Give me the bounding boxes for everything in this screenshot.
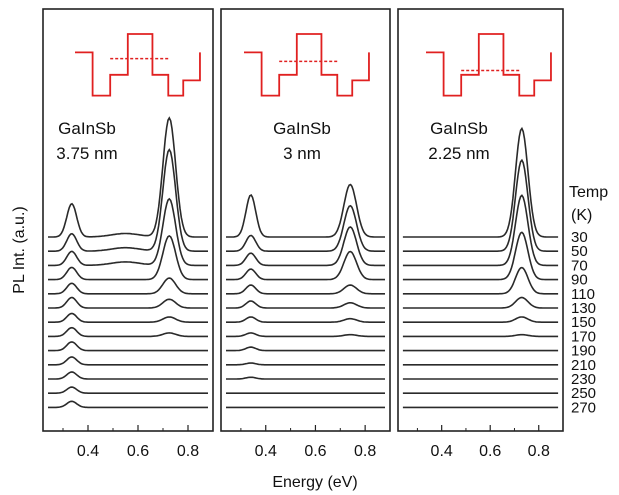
temperature-label: 270 xyxy=(571,399,596,416)
spectrum-130K xyxy=(48,296,208,309)
panel-thickness-label: 3 nm xyxy=(283,144,321,163)
band-edge-line xyxy=(75,33,201,97)
y-axis-label: PL Int. (a.u.) xyxy=(11,206,28,293)
x-tick-label: 0.4 xyxy=(255,443,277,460)
spectrum-170K xyxy=(402,333,559,338)
spectrum-170K xyxy=(48,326,208,338)
spectrum-250K xyxy=(48,386,208,394)
x-tick-label: 0.6 xyxy=(479,443,501,460)
spectrum-110K xyxy=(226,284,385,295)
panel-frame xyxy=(42,8,214,432)
x-tick-label: 0.8 xyxy=(177,443,199,460)
band-edge-line xyxy=(244,33,370,97)
temperature-label: 190 xyxy=(571,343,596,360)
panel-material-label: GaInSb xyxy=(58,119,116,138)
spectrum-30K xyxy=(226,183,385,238)
spectrum-50K xyxy=(48,148,208,252)
spectrum-70K xyxy=(48,197,208,267)
spectrum-130K xyxy=(226,300,385,309)
spectrum-270K xyxy=(48,400,208,409)
x-tick-label: 0.6 xyxy=(304,443,326,460)
temperature-label: 150 xyxy=(571,314,596,331)
panel-thickness-label: 2.25 nm xyxy=(428,144,489,163)
spectrum-50K xyxy=(402,158,559,252)
temp-unit: (K) xyxy=(571,207,592,224)
temperature-label: 130 xyxy=(571,300,596,317)
temperature-label: 90 xyxy=(571,272,588,289)
spectrum-30K xyxy=(402,126,559,238)
temperature-label: 170 xyxy=(571,328,596,345)
spectrum-110K xyxy=(48,277,208,295)
spectrum-190K xyxy=(226,346,385,352)
panels-group: 0.4 0.6 0.8 GaInSb 3.75 nm 0.4 0.6 0.8 GaInSb 3 n… xyxy=(42,8,564,460)
spectrum-30K xyxy=(48,116,208,238)
band-diagram-inset xyxy=(426,33,552,97)
x-tick-label: 0.8 xyxy=(528,443,550,460)
temp-header: Temp xyxy=(569,184,608,201)
x-tick-label: 0.6 xyxy=(127,443,149,460)
spectrum-170K xyxy=(226,332,385,338)
band-diagram-inset xyxy=(75,33,201,97)
spectrum-230K xyxy=(226,376,385,380)
panel-thickness-label: 3.75 nm xyxy=(56,144,117,163)
panel-frame xyxy=(397,8,564,432)
temperature-label: 230 xyxy=(571,371,596,388)
x-tick-label: 0.8 xyxy=(354,443,376,460)
panel-material-label: GaInSb xyxy=(273,119,331,138)
temperature-label: 70 xyxy=(571,257,588,274)
temperature-label: 210 xyxy=(571,357,596,374)
band-diagram-inset xyxy=(244,33,370,97)
spectrum-70K xyxy=(226,226,385,267)
spectrum-210K xyxy=(226,362,385,366)
spectrum-70K xyxy=(402,194,559,267)
spectrum-230K xyxy=(48,371,208,380)
spectrum-90K xyxy=(402,231,559,281)
x-axis-label: Energy (eV) xyxy=(272,474,357,491)
band-edge-line xyxy=(426,33,552,97)
spectrum-210K xyxy=(48,356,208,366)
panel-frame xyxy=(220,8,391,432)
temperature-label: 250 xyxy=(571,385,596,402)
panel-2: 0.4 0.6 0.8 GaInSb 3 nm xyxy=(220,8,391,460)
spectrum-190K xyxy=(48,341,208,352)
x-tick-label: 0.4 xyxy=(77,443,99,460)
spectrum-130K xyxy=(402,296,559,309)
spectrum-110K xyxy=(402,266,559,295)
spectrum-150K xyxy=(226,316,385,323)
spectrum-90K xyxy=(48,234,208,281)
spectrum-150K xyxy=(48,312,208,323)
panel-3: 0.4 0.6 0.8 GaInSb 2.25 nm xyxy=(397,8,564,460)
temperature-label: 30 xyxy=(571,229,588,246)
x-tick-label: 0.4 xyxy=(431,443,453,460)
spectrum-50K xyxy=(226,204,385,252)
temperature-label: 110 xyxy=(571,286,595,303)
spectrum-90K xyxy=(226,250,385,281)
temperature-label: 50 xyxy=(571,243,588,260)
panel-1: 0.4 0.6 0.8 GaInSb 3.75 nm xyxy=(42,8,214,460)
spectrum-150K xyxy=(402,316,559,323)
panel-material-label: GaInSb xyxy=(430,119,488,138)
